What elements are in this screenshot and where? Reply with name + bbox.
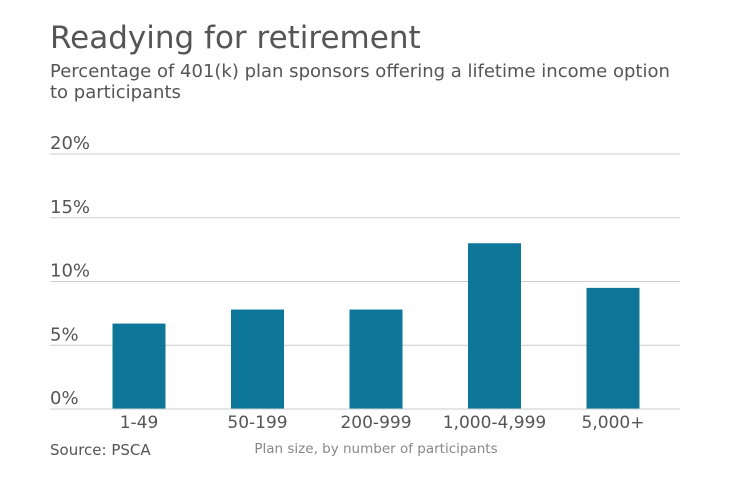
- bar: [349, 309, 403, 409]
- y-tick-label: 5%: [50, 324, 79, 345]
- bar: [112, 323, 166, 409]
- x-tick-label: 1,000-4,999: [443, 413, 546, 433]
- chart-subtitle: Percentage of 401(k) plan sponsors offer…: [50, 61, 670, 103]
- bar: [231, 309, 284, 409]
- x-tick-label: 5,000+: [582, 413, 645, 433]
- x-tick-label: 50-199: [227, 413, 287, 433]
- y-tick-label: 0%: [50, 388, 79, 409]
- bar: [586, 287, 640, 409]
- source-note: Source: PSCA: [50, 441, 151, 459]
- y-tick-label: 15%: [50, 197, 90, 218]
- x-tick-label: 1-49: [120, 413, 159, 433]
- bar: [468, 243, 521, 409]
- x-tick-label: 200-999: [340, 413, 411, 433]
- y-tick-label: 10%: [50, 261, 90, 282]
- x-axis-title: Plan size, by number of participants: [254, 441, 497, 457]
- chart-title: Readying for retirement: [50, 20, 421, 56]
- y-tick-label: 20%: [50, 133, 90, 154]
